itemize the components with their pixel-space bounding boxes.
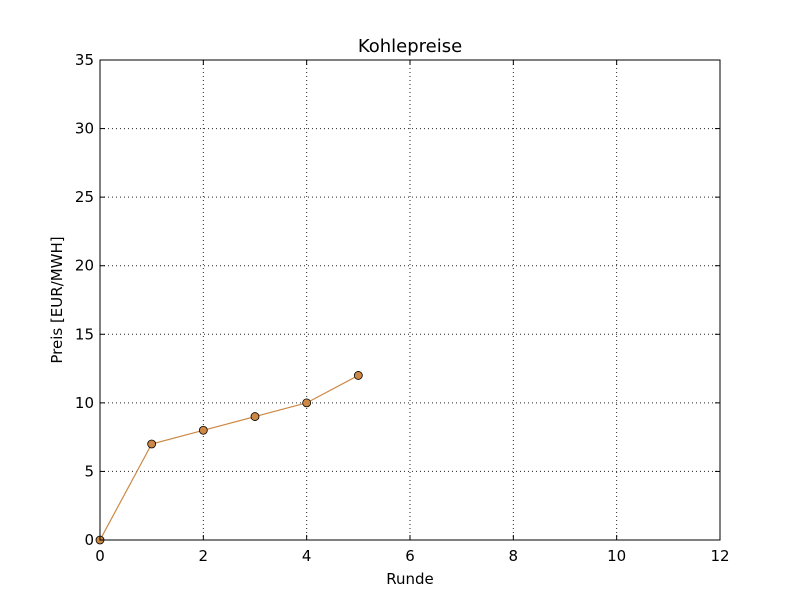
y-tick-label: 10 — [75, 394, 94, 412]
data-point — [353, 371, 363, 380]
x-axis-title: Runde — [386, 570, 434, 588]
x-tick-label: 0 — [95, 547, 105, 565]
data-point — [302, 398, 312, 408]
data-point — [147, 439, 157, 449]
y-tick-label: 30 — [75, 120, 94, 138]
y-tick-label: 35 — [75, 51, 94, 69]
data-point — [198, 425, 208, 435]
x-tick-label: 8 — [509, 547, 519, 565]
x-tick-label: 4 — [302, 547, 312, 565]
series-layer — [95, 371, 363, 545]
x-tick-label: 10 — [607, 547, 626, 565]
x-tick-label: 6 — [405, 547, 415, 565]
data-point — [250, 412, 260, 421]
y-tick-label: 15 — [75, 325, 94, 343]
x-tick-label: 2 — [199, 547, 209, 565]
x-tick-label: 12 — [710, 547, 729, 565]
y-axis-title: Preis [EUR/MWH] — [48, 236, 66, 363]
ticks: 0 2 4 6 8 10 12 0 5 10 15 20 25 30 35 — [75, 51, 730, 565]
y-tick-label: 25 — [75, 188, 94, 206]
series-line — [99, 374, 359, 541]
y-tick-label: 20 — [75, 257, 94, 275]
y-tick-label: 5 — [84, 462, 94, 480]
chart-title: Kohlepreise — [358, 36, 462, 57]
y-tick-label: 0 — [84, 531, 94, 549]
